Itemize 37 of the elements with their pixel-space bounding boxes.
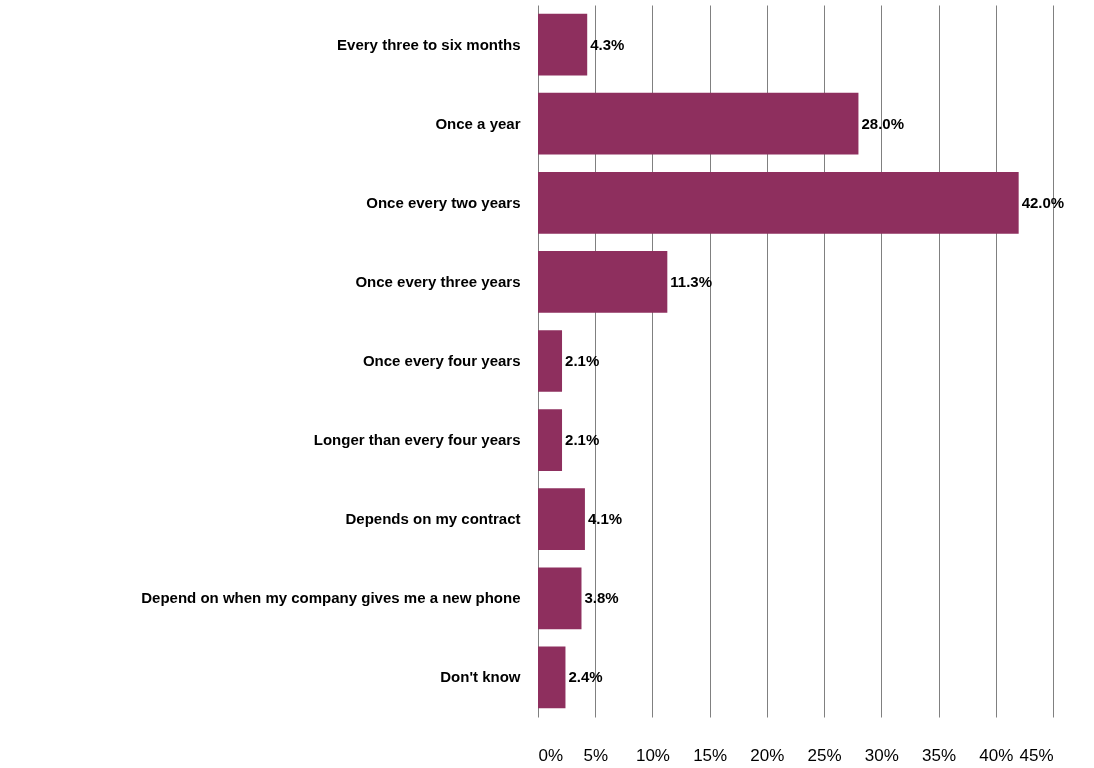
bar	[538, 251, 668, 313]
bar	[538, 171, 1019, 234]
x-tick-label: 45%	[1019, 745, 1054, 765]
x-tick-label: 10%	[635, 745, 670, 765]
bar	[538, 567, 582, 630]
data-label: 2.1%	[565, 352, 600, 369]
data-label: 2.4%	[568, 668, 603, 686]
x-tick-label: 40%	[979, 745, 1014, 765]
x-tick-label: 25%	[807, 745, 842, 765]
x-tick-label: 20%	[750, 745, 785, 765]
bar	[538, 488, 585, 551]
data-label: 4.3%	[590, 35, 625, 53]
data-label: 4.1%	[587, 510, 623, 528]
bar	[538, 92, 859, 155]
y-tick-label: Once every four years	[362, 352, 521, 369]
y-tick-label: Depend on when my company gives me a new phone	[141, 589, 521, 607]
bar	[538, 330, 563, 392]
bar	[538, 646, 566, 709]
data-label: 3.8%	[584, 589, 619, 607]
y-tick-label: Once every three years	[355, 272, 521, 290]
x-tick-label: 15%	[693, 745, 728, 765]
y-tick-label: Depends on my contract	[345, 510, 521, 528]
data-label: 2.1%	[565, 431, 600, 449]
x-tick-label: 0%	[538, 745, 564, 765]
y-tick-label: Longer than every four years	[313, 431, 521, 449]
y-tick-label: Once every two years	[366, 193, 521, 211]
y-tick-label: Once a year	[435, 114, 521, 132]
y-tick-label: Don't know	[440, 668, 521, 686]
x-tick-label: 5%	[583, 745, 609, 765]
bar	[538, 409, 563, 471]
y-tick-label: Every three to six months	[337, 35, 521, 53]
x-tick-label: 30%	[864, 745, 899, 765]
x-tick-label: 35%	[922, 745, 957, 765]
bar	[538, 13, 588, 76]
data-label: 42.0%	[1021, 193, 1065, 211]
data-label: 28.0%	[861, 114, 904, 132]
data-label: 11.3%	[670, 272, 713, 290]
